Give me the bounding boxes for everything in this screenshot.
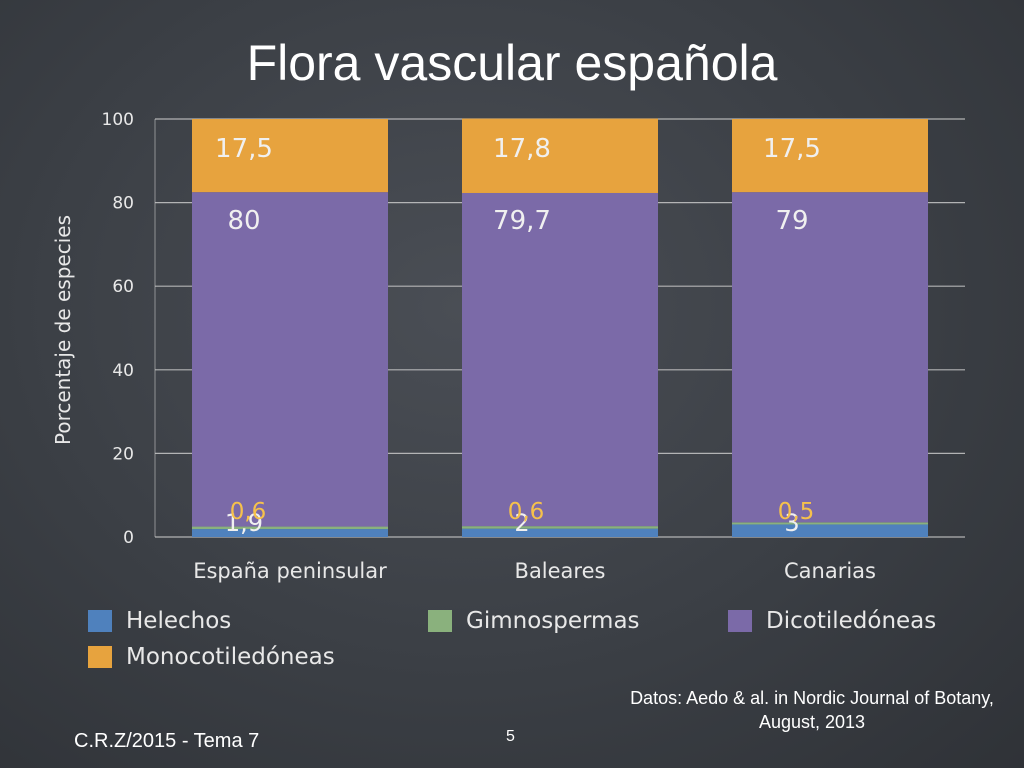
data-label-dicotiledoneas-canarias: 79	[775, 206, 808, 236]
legend-label-gimnospermas: Gimnospermas	[466, 608, 640, 634]
bar-monocotiledoneas-baleares	[462, 118, 658, 193]
legend-swatch-dicotiledoneas	[728, 610, 752, 632]
data-label-gimnospermas-canarias: 0,5	[778, 499, 815, 525]
y-tick-label-40: 40	[112, 361, 134, 381]
legend-swatch-monocotiledoneas	[88, 646, 112, 668]
x-tick-label-espana-peninsular: España peninsular	[193, 559, 387, 583]
data-label-monocotiledoneas-espana-peninsular: 17,5	[215, 134, 273, 164]
page-number: 5	[506, 728, 515, 745]
legend-swatch-helechos	[88, 610, 112, 632]
bar-dicotiledoneas-espana-peninsular	[192, 192, 388, 527]
legend-label-helechos: Helechos	[126, 608, 232, 634]
data-label-helechos-baleares: 2	[514, 509, 529, 537]
legend-item-monocotiledoneas: Monocotiledóneas	[88, 644, 335, 670]
data-label-monocotiledoneas-canarias: 17,5	[763, 134, 821, 164]
data-label-gimnospermas-espana-peninsular: 0,6	[230, 499, 267, 525]
legend-swatch-gimnospermas	[428, 610, 452, 632]
legend-label-monocotiledoneas: Monocotiledóneas	[126, 644, 335, 670]
y-tick-label-20: 20	[112, 444, 134, 464]
bar-helechos-espana-peninsular	[192, 529, 388, 537]
y-tick-label-80: 80	[112, 194, 134, 214]
x-tick-label-baleares: Baleares	[515, 559, 606, 583]
data-label-helechos-canarias: 3	[784, 509, 799, 537]
legend-label-dicotiledoneas: Dicotiledóneas	[766, 608, 937, 634]
legend-item-dicotiledoneas: Dicotiledóneas	[728, 608, 936, 634]
source-citation: Datos: Aedo & al. in Nordic Journal of B…	[630, 688, 994, 732]
data-label-gimnospermas-baleares: 0,6	[508, 499, 545, 525]
bar-gimnospermas-baleares	[462, 526, 658, 529]
slide-title: Flora vascular española	[246, 35, 778, 91]
data-label-dicotiledoneas-baleares: 79,7	[493, 206, 551, 236]
bar-dicotiledoneas-canarias	[732, 192, 928, 523]
bar-gimnospermas-canarias	[732, 522, 928, 525]
bar-dicotiledoneas-baleares	[462, 192, 658, 527]
y-axis-title: Porcentaje de especies	[51, 215, 75, 445]
y-tick-label-0: 0	[123, 528, 134, 548]
data-label-monocotiledoneas-baleares: 17,8	[493, 134, 551, 164]
legend-item-gimnospermas: Gimnospermas	[428, 608, 640, 634]
chart-legend: Helechos Gimnospermas Dicotiledóneas Mon…	[0, 600, 1024, 680]
data-label-dicotiledoneas-espana-peninsular: 80	[227, 206, 260, 236]
data-label-helechos-espana-peninsular: 1,9	[225, 509, 263, 537]
y-tick-label-100: 100	[102, 110, 134, 130]
bar-helechos-baleares	[462, 528, 658, 537]
bar-helechos-canarias	[732, 524, 928, 537]
y-tick-label-60: 60	[112, 277, 134, 297]
bar-gimnospermas-espana-peninsular	[192, 526, 388, 530]
x-tick-label-canarias: Canarias	[784, 559, 876, 583]
bar-monocotiledoneas-espana-peninsular	[192, 119, 388, 193]
stacked-bar-chart: 0 20 40 60 80 100 Porcentaje de especies 17,5 80…	[51, 110, 965, 583]
bar-monocotiledoneas-canarias	[732, 119, 928, 193]
legend-item-helechos: Helechos	[88, 608, 231, 634]
footer-course-label: C.R.Z/2015 - Tema 7	[74, 730, 260, 752]
